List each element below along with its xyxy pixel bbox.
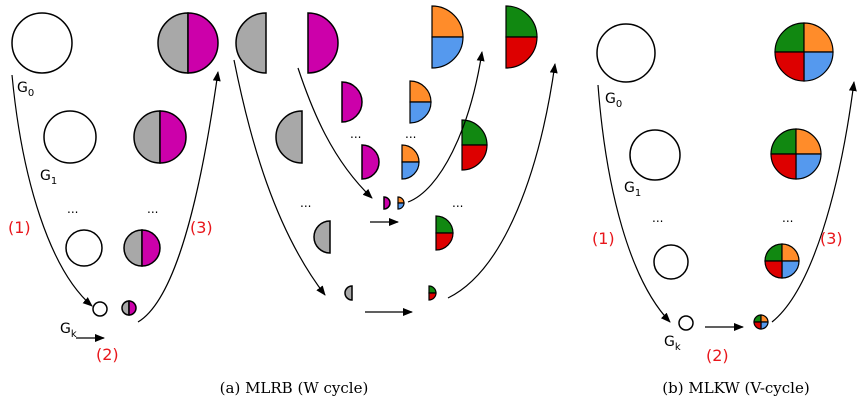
w-cycle-shapes: [235, 5, 538, 301]
ellipsis-w3: ...: [405, 127, 416, 141]
graph-g1-circle-b: [629, 129, 681, 181]
bisected-level-magenta-half: [141, 229, 161, 267]
kway-level-orange: [781, 243, 800, 262]
ellipsis-w2: ...: [350, 127, 361, 141]
step-2-label: (2): [96, 345, 119, 364]
w-orange-blue-small-bottom: [401, 161, 420, 180]
arrow-w-uncoarsen-inner: [407, 51, 485, 203]
kway-g1-blue: [795, 153, 822, 180]
arrow-coarsen-b: [597, 84, 671, 323]
kway-gk-green: [753, 314, 762, 323]
bisected-g0-gray-half: [157, 12, 189, 74]
w-orange-blue-tiny-top: [397, 196, 405, 204]
kway-g0-green: [774, 22, 805, 53]
w-magenta-half-mid: [341, 81, 363, 123]
bisected-g0-magenta-half: [187, 12, 219, 74]
label-g0: G0: [17, 80, 34, 99]
bisected-graphs: [121, 12, 219, 316]
w-green-red-tiny-bottom: [428, 292, 437, 301]
arrow-uncoarsen: [137, 71, 221, 323]
label-gk: Gk: [60, 321, 77, 340]
label-g1-b: G1: [624, 180, 641, 199]
w-orange-blue-large-bottom: [431, 36, 464, 69]
graph-g1-circle: [43, 110, 97, 164]
arrow-w-uncoarsen-outer: [447, 63, 558, 299]
graph-level-circle-b: [653, 244, 689, 280]
arrow-w-coarsen-outer: [233, 59, 326, 296]
w-gray-half-large: [235, 12, 267, 74]
arrow-uncoarsen-b: [771, 81, 857, 323]
step-2-label-b: (2): [706, 346, 729, 365]
w-orange-blue-small-top: [401, 144, 420, 163]
bisected-gk-gray-half: [121, 300, 130, 316]
bisected-gk-magenta-half: [128, 300, 137, 316]
graph-gk-circle: [92, 301, 108, 317]
caption-a: (a) MLRB (W cycle): [220, 379, 369, 397]
panel-a: G0 G1 Gk ... ... (1) (2) (3): [8, 12, 221, 364]
graph-g0-circle-b: [596, 23, 656, 83]
kway-gk-red: [753, 321, 762, 330]
panel-b: G0 G1 Gk ... ... (1) (2) (3): [592, 22, 857, 365]
w-orange-blue-tiny-bottom: [397, 202, 405, 210]
graph-g0-circle: [11, 12, 73, 74]
kway-g1-red: [770, 153, 797, 180]
w-green-red-mid-top: [461, 119, 488, 146]
kway-g0-blue: [803, 51, 834, 82]
ellipsis-right: ...: [147, 202, 158, 216]
w-gray-half-tiny: [344, 285, 353, 301]
step-1-label: (1): [8, 218, 31, 237]
kway-partitioned-graphs: [753, 22, 834, 330]
kway-g1-orange: [795, 128, 822, 155]
caption-b: (b) MLKW (V-cycle): [662, 379, 809, 397]
ellipsis-w4: ...: [452, 196, 463, 210]
graph-gk-circle-b: [678, 315, 694, 331]
kway-g1-green: [770, 128, 797, 155]
step-3-label-b: (3): [820, 229, 843, 248]
w-gray-half-mid: [275, 110, 303, 164]
bisected-level-gray-half: [123, 229, 143, 267]
arrow-w-coarsen-inner: [297, 67, 373, 199]
kway-gk-blue: [760, 321, 769, 330]
label-gk-b: Gk: [664, 334, 681, 353]
w-green-red-large-bottom: [505, 36, 538, 69]
w-magenta-half-large: [307, 12, 339, 74]
ellipsis-right-b: ...: [782, 211, 793, 225]
w-green-red-large-top: [505, 5, 538, 38]
label-g0-b: G0: [605, 91, 622, 110]
label-g1: G1: [40, 168, 57, 187]
w-green-red-mid-bottom: [461, 144, 488, 171]
w-magenta-half-small: [361, 144, 380, 180]
kway-level-red: [764, 260, 783, 279]
w-cycle: ... ... ... ...: [233, 5, 558, 316]
ellipsis-left-b: ...: [652, 211, 663, 225]
bisected-g1-magenta-half: [159, 110, 187, 164]
w-orange-blue-large-top: [431, 5, 464, 38]
bisected-g1-gray-half: [133, 110, 161, 164]
w-orange-blue-mid-top: [409, 80, 432, 103]
w-orange-blue-mid-bottom: [409, 101, 432, 124]
kway-g0-red: [774, 51, 805, 82]
w-green-red-tiny-top: [428, 285, 437, 294]
w-green-red-small-bottom: [435, 232, 454, 251]
kway-level-green: [764, 243, 783, 262]
kway-level-blue: [781, 260, 800, 279]
w-green-red-small-top: [435, 215, 454, 234]
w-gray-half-small: [313, 220, 331, 254]
step-1-label-b: (1): [592, 229, 615, 248]
kway-g0-orange: [803, 22, 834, 53]
graph-level-circle: [65, 229, 103, 267]
ellipsis-left: ...: [67, 202, 78, 216]
step-3-label: (3): [190, 218, 213, 237]
w-magenta-half-tiny: [383, 196, 391, 210]
ellipsis-w1: ...: [300, 196, 311, 210]
kway-gk-orange: [760, 314, 769, 323]
arrow-coarsen: [11, 74, 93, 307]
